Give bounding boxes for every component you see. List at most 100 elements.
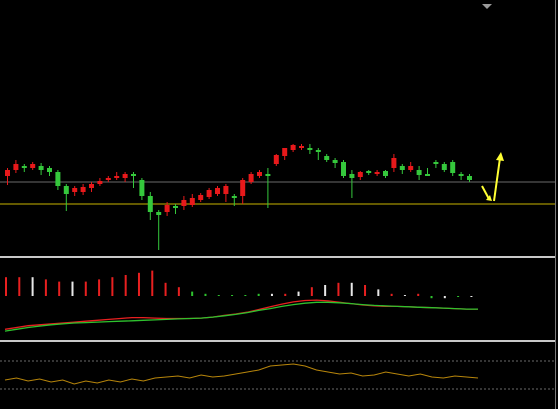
candle-body <box>63 186 69 194</box>
candle-body <box>80 187 86 192</box>
arrow-up-icon <box>493 157 501 202</box>
candle-body <box>357 172 363 177</box>
macd-histogram-bar <box>244 295 247 296</box>
macd-histogram-bar <box>270 293 273 296</box>
macd-histogram-bar <box>470 296 473 297</box>
macd-histogram-bar <box>84 281 87 296</box>
candle-body <box>164 205 170 212</box>
candle-body <box>458 174 464 176</box>
macd-histogram-bar <box>18 277 21 296</box>
candle-body <box>131 174 136 176</box>
candle-body <box>72 188 78 192</box>
macd-histogram-bar <box>164 282 167 296</box>
candle-body <box>38 166 44 170</box>
macd-histogram-bar <box>111 277 114 296</box>
macd-histogram-bar <box>124 275 127 296</box>
candle-body <box>122 174 128 178</box>
macd-histogram-bar <box>231 295 234 296</box>
candle-body <box>374 172 380 174</box>
macd-histogram-bar <box>217 295 220 296</box>
candle-body <box>290 145 296 150</box>
candle-body <box>223 186 229 194</box>
candle-body <box>215 188 220 194</box>
macd-histogram-bar <box>204 293 207 296</box>
candle-body <box>383 171 388 176</box>
candle-body <box>156 212 162 215</box>
macd-histogram-bar <box>98 279 101 296</box>
candle-body <box>147 196 153 212</box>
candle-body <box>13 164 19 170</box>
macd-histogram-bar <box>137 272 140 296</box>
candle-body <box>441 164 447 170</box>
candle-body <box>433 162 439 164</box>
candle-body <box>231 196 237 198</box>
candle-body <box>366 171 372 173</box>
candle-body <box>198 195 204 200</box>
candle-body <box>408 166 414 170</box>
candle-body <box>89 184 94 188</box>
macd-histogram-bar <box>324 285 327 296</box>
scroll-marker-icon <box>482 4 492 9</box>
macd-histogram-bar <box>151 270 154 296</box>
candle-body <box>114 176 120 178</box>
macd-histogram-bar <box>58 281 61 296</box>
candle-body <box>332 160 338 163</box>
candle-body <box>282 148 288 156</box>
candle-body <box>399 166 405 170</box>
candle-body <box>273 155 279 164</box>
candle-body <box>55 172 61 186</box>
macd-histogram-bar <box>297 291 300 296</box>
candle-body <box>105 178 111 180</box>
macd-histogram-bar <box>177 287 180 296</box>
macd-histogram-bar <box>44 279 47 296</box>
candle-body <box>299 146 304 148</box>
candle-body <box>257 172 262 176</box>
macd-histogram-bar <box>350 282 353 296</box>
macd-histogram-bar <box>377 289 380 296</box>
candle-body <box>324 156 330 160</box>
candle-body <box>341 162 346 176</box>
arrow-down-right-icon <box>481 185 490 200</box>
macd-histogram-bar <box>31 277 34 296</box>
macd-histogram-bar <box>364 285 367 296</box>
candle-body <box>173 206 178 208</box>
macd-histogram-bar <box>284 293 287 296</box>
oscillator-line <box>4 363 479 385</box>
macd-histogram-bar <box>257 293 260 296</box>
candle-body <box>97 181 103 184</box>
candle-body <box>21 166 27 168</box>
arrow-down-right-head <box>486 195 492 201</box>
candle-body <box>349 174 355 178</box>
candle-body <box>248 174 254 182</box>
candle-body <box>467 176 472 180</box>
macd-histogram-bar <box>71 281 74 296</box>
candle-body <box>5 170 10 176</box>
macd-histogram-bar <box>390 293 393 296</box>
macd-histogram-bar <box>337 282 340 296</box>
candle-body <box>30 164 36 168</box>
candle-body <box>47 168 52 172</box>
candle-body <box>450 162 456 173</box>
candle-body <box>315 150 321 152</box>
macd-histogram-bar <box>443 296 446 299</box>
macd-main-line <box>4 301 478 332</box>
macd-histogram-bar <box>430 296 433 299</box>
macd-signal-line <box>4 299 478 330</box>
candle-body <box>265 174 271 176</box>
candle-body <box>425 174 430 176</box>
candle-body <box>307 148 313 150</box>
macd-histogram-bar <box>310 287 313 296</box>
candle-body <box>139 180 145 196</box>
macd-histogram-bar <box>417 293 420 296</box>
macd-histogram-bar <box>403 295 406 296</box>
candle-body <box>391 158 397 168</box>
macd-histogram-bar <box>457 296 460 297</box>
candle-body <box>240 180 246 196</box>
candle-body <box>206 190 212 197</box>
candle-body <box>181 200 187 206</box>
candle-body <box>416 170 422 175</box>
candle-body <box>189 198 195 205</box>
macd-histogram-bar <box>5 277 7 296</box>
